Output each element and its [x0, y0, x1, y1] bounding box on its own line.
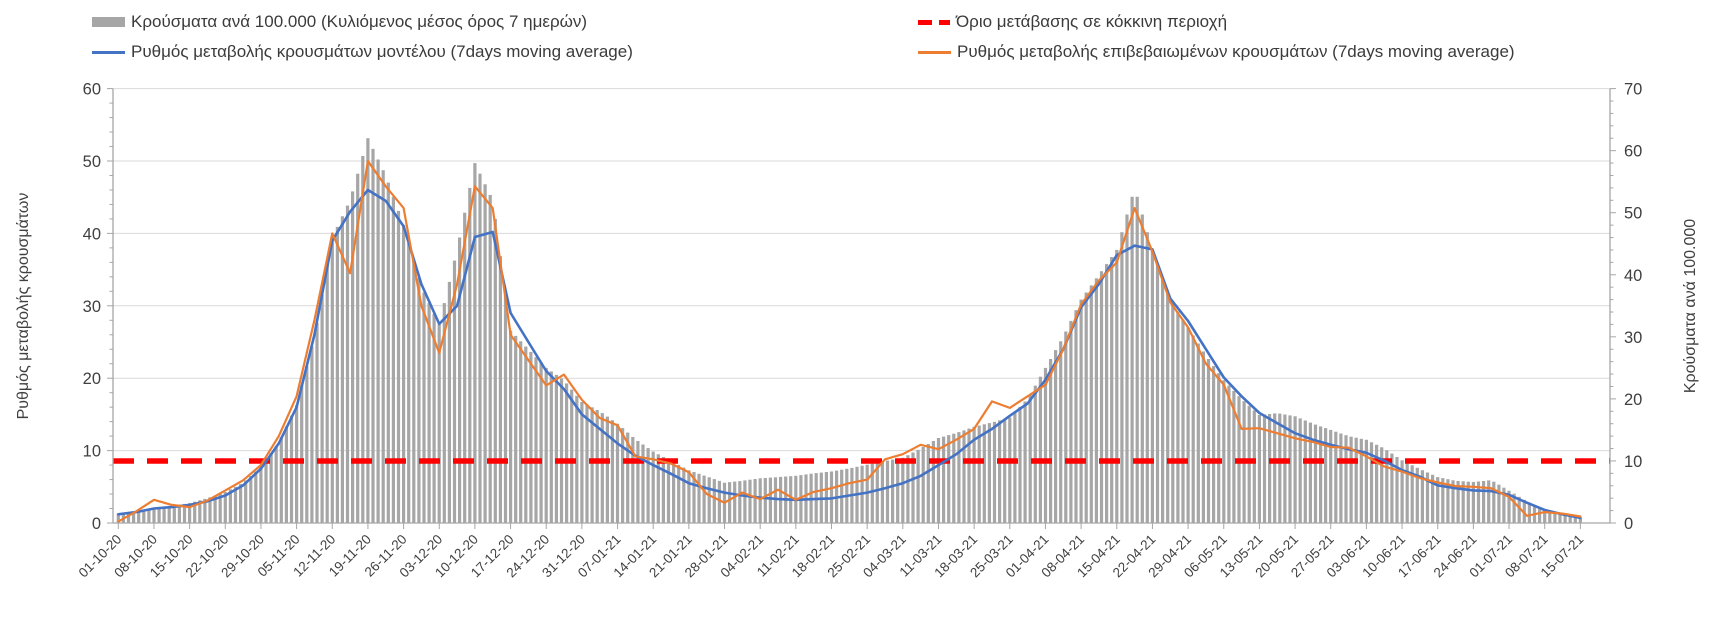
x-axis-labels: 01-10-2008-10-2015-10-2022-10-2029-10-20… — [76, 532, 1587, 581]
legend-item-threshold: Όριο μετάβασης σε κόκκινη περιοχή — [918, 11, 1227, 33]
svg-text:0: 0 — [1624, 515, 1633, 533]
red-dash-swatch-icon — [918, 19, 950, 25]
legend-label-cases-bars: Κρούσματα ανά 100.000 (Κυλιόμενος μέσος … — [131, 12, 588, 31]
right-axis-ticks — [1610, 88, 1616, 524]
orange-line-swatch-icon — [918, 50, 951, 54]
legend-label-threshold: Όριο μετάβασης σε κόκκινη περιοχή — [956, 12, 1228, 31]
svg-text:60: 60 — [83, 81, 101, 99]
svg-text:20: 20 — [1624, 391, 1642, 409]
svg-text:40: 40 — [1624, 267, 1642, 285]
svg-text:40: 40 — [83, 225, 101, 243]
legend-item-model-line: Ρυθμός μεταβολής κρουσμάτων μοντέλου (7d… — [92, 41, 633, 63]
blue-line-swatch-icon — [92, 50, 125, 54]
svg-text:10: 10 — [1624, 453, 1642, 471]
svg-text:10: 10 — [83, 443, 101, 461]
bar-swatch-icon — [92, 17, 125, 27]
svg-text:70: 70 — [1624, 81, 1642, 99]
confirmed-line — [117, 159, 1582, 523]
legend-label-model-line: Ρυθμός μεταβολής κρουσμάτων μοντέλου (7d… — [131, 42, 633, 61]
legend-item-confirmed-line: Ρυθμός μεταβολής επιβεβαιωμένων κρουσμάτ… — [918, 41, 1515, 63]
svg-text:30: 30 — [83, 298, 101, 316]
legend-item-cases-bars: Κρούσματα ανά 100.000 (Κυλιόμενος μέσος … — [92, 11, 587, 33]
svg-text:50: 50 — [1624, 205, 1642, 223]
legend-label-confirmed-line: Ρυθμός μεταβολής επιβεβαιωμένων κρουσμάτ… — [957, 42, 1515, 61]
x-axis-ticks — [117, 523, 1581, 529]
left-axis-ticks — [107, 88, 113, 524]
svg-text:0: 0 — [92, 515, 101, 533]
left-axis-labels: 0 10 20 30 40 50 60 — [83, 81, 101, 533]
svg-text:50: 50 — [83, 153, 101, 171]
svg-text:60: 60 — [1624, 143, 1642, 161]
cases-bars — [116, 138, 1582, 524]
svg-text:20: 20 — [83, 370, 101, 388]
svg-text:30: 30 — [1624, 329, 1642, 347]
right-axis-labels: 0 10 20 30 40 50 60 70 — [1624, 81, 1642, 533]
